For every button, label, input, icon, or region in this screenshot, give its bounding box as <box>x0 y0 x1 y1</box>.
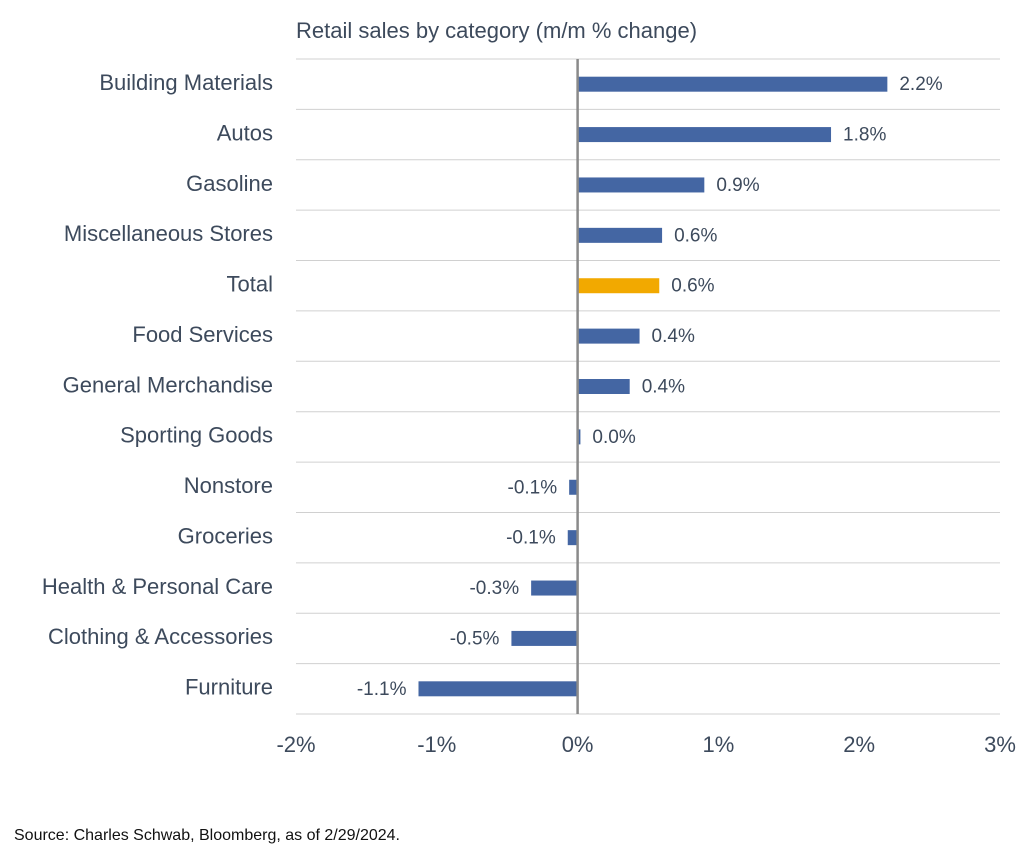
value-label: -1.1% <box>357 679 407 700</box>
value-label: 0.6% <box>671 276 714 297</box>
value-label: 0.4% <box>652 326 695 347</box>
bar <box>577 227 663 243</box>
value-label: 0.6% <box>674 225 717 246</box>
value-label: 0.0% <box>592 427 635 448</box>
value-label: -0.3% <box>469 578 519 599</box>
bar <box>577 379 630 394</box>
value-label: 1.8% <box>843 125 886 146</box>
bar <box>577 328 640 344</box>
bar <box>569 479 578 495</box>
bar <box>567 530 578 546</box>
x-tick-label: 1% <box>703 732 735 757</box>
x-tick-label: -1% <box>417 732 456 757</box>
x-tick-label: 2% <box>843 732 875 757</box>
category-label: Autos <box>217 120 273 145</box>
value-label: -0.1% <box>506 528 556 549</box>
category-label: Total <box>227 272 273 297</box>
value-label: -0.5% <box>450 628 500 649</box>
bar <box>577 127 832 143</box>
bar <box>418 681 578 697</box>
bar <box>531 580 578 596</box>
bar <box>577 278 660 294</box>
x-tick-label: -2% <box>276 732 315 757</box>
category-label: Sporting Goods <box>120 423 273 448</box>
chart-title: Retail sales by category (m/m % change) <box>296 18 697 43</box>
bar <box>577 76 888 92</box>
category-label: Building Materials <box>99 70 273 95</box>
category-label: General Merchandise <box>63 372 273 397</box>
category-label: Miscellaneous Stores <box>64 221 273 246</box>
value-label: -0.1% <box>508 477 558 498</box>
value-label: 0.9% <box>716 175 759 196</box>
x-tick-label: 3% <box>984 732 1016 757</box>
bar <box>577 177 705 193</box>
category-label: Furniture <box>185 675 273 700</box>
category-label: Groceries <box>178 523 273 548</box>
value-label: 0.4% <box>642 377 685 398</box>
bar <box>577 429 581 445</box>
source-note: Source: Charles Schwab, Bloomberg, as of… <box>14 827 400 844</box>
x-tick-label: 0% <box>562 732 594 757</box>
value-label: 2.2% <box>899 74 942 95</box>
category-label: Gasoline <box>186 171 273 196</box>
category-label: Clothing & Accessories <box>48 624 273 649</box>
category-label: Food Services <box>132 322 273 347</box>
category-label: Nonstore <box>184 473 273 498</box>
bar <box>511 630 578 646</box>
category-label: Health & Personal Care <box>42 574 273 599</box>
